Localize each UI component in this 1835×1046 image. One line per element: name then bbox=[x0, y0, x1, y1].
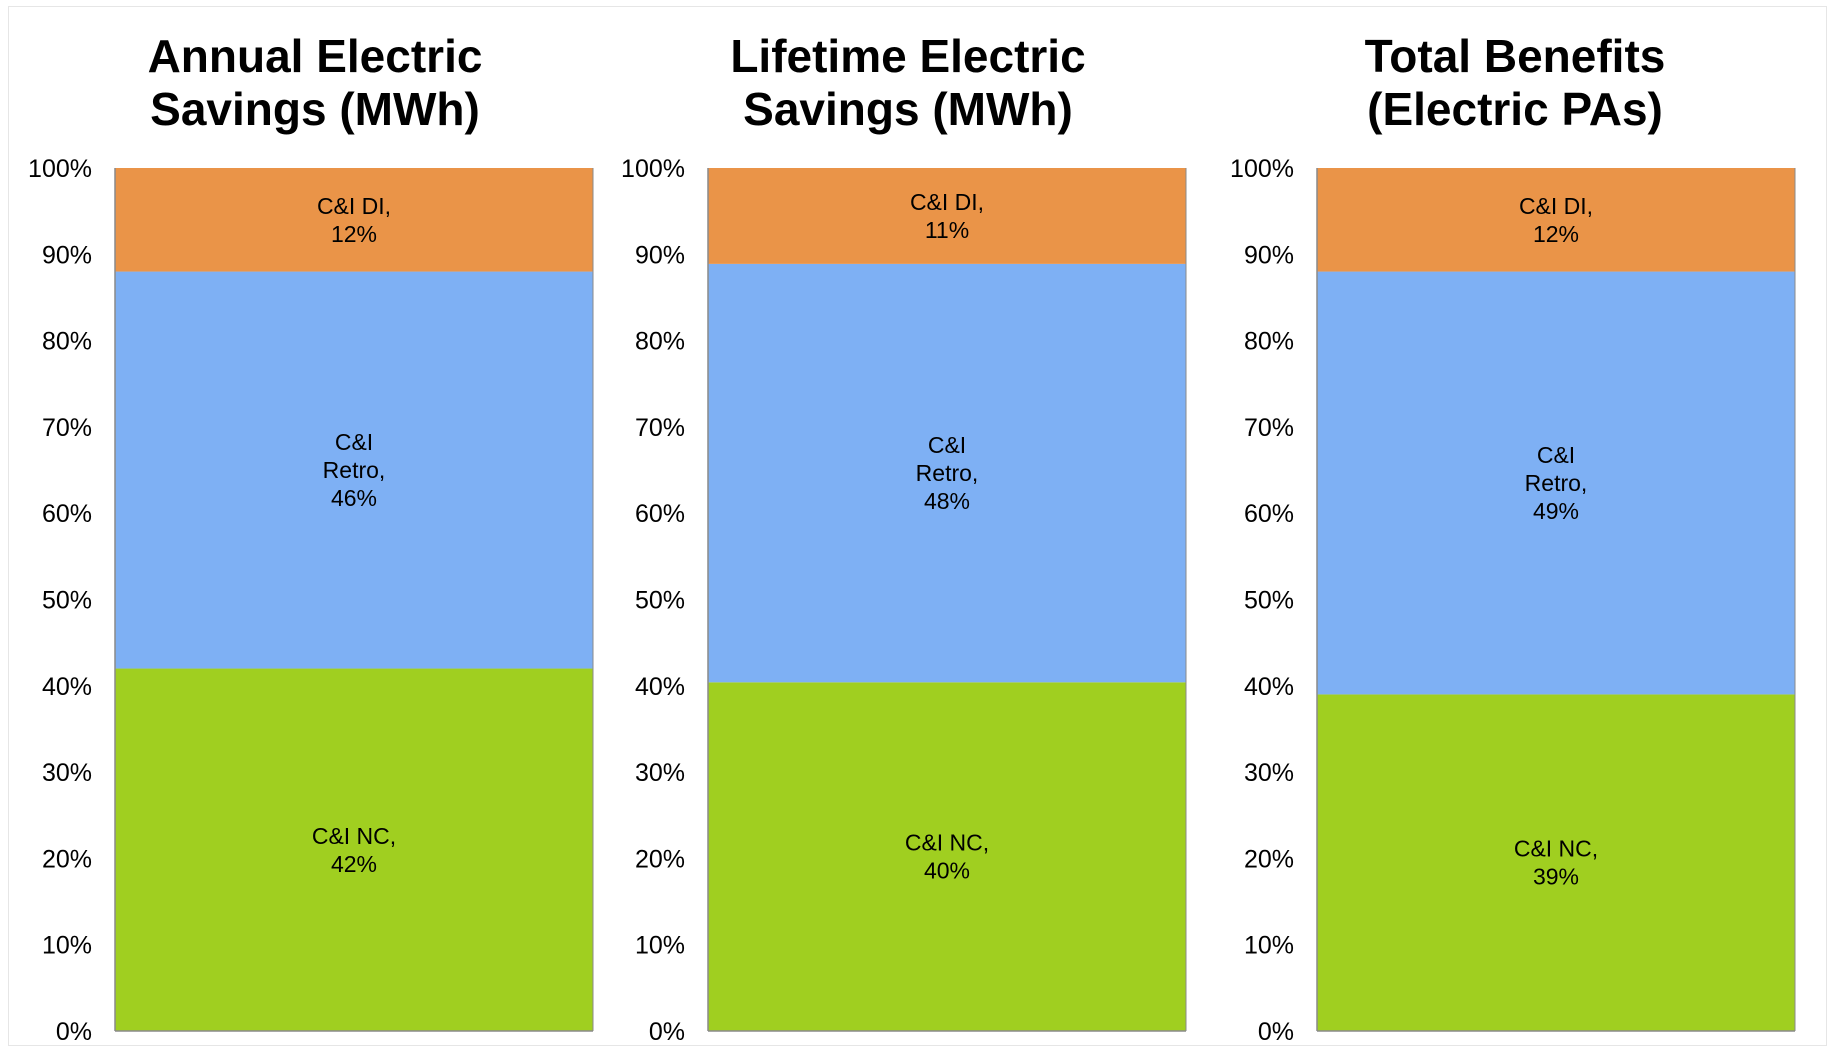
bar-segment bbox=[1317, 168, 1795, 272]
y-tick-label: 60% bbox=[635, 500, 685, 528]
data-label: 39% bbox=[1533, 864, 1579, 890]
y-tick-label: 70% bbox=[1244, 414, 1294, 442]
y-tick-label: 10% bbox=[42, 932, 92, 960]
data-label: C&I NC, bbox=[905, 830, 989, 856]
y-tick-label: 70% bbox=[42, 414, 92, 442]
data-label: Retro, bbox=[323, 457, 386, 483]
data-label: C&I NC, bbox=[312, 823, 396, 849]
chart-title-line: Annual Electric bbox=[148, 30, 483, 82]
bar-segment bbox=[1317, 694, 1795, 1031]
chart-title-line: Savings (MWh) bbox=[743, 83, 1073, 135]
y-tick-label: 40% bbox=[635, 673, 685, 701]
y-tick-label: 0% bbox=[56, 1018, 92, 1043]
y-tick-label: 80% bbox=[1244, 328, 1294, 356]
y-tick-label: 30% bbox=[635, 759, 685, 787]
y-tick-label: 20% bbox=[1244, 845, 1294, 873]
data-label: C&I bbox=[1537, 442, 1575, 468]
y-tick-label: 0% bbox=[1258, 1018, 1294, 1043]
data-label: 12% bbox=[1533, 221, 1579, 247]
data-label: C&I bbox=[335, 429, 373, 455]
data-label: C&I bbox=[928, 432, 966, 458]
y-tick-label: 100% bbox=[621, 155, 685, 183]
y-tick-label: 70% bbox=[635, 414, 685, 442]
chart-title-line: Lifetime Electric bbox=[730, 30, 1085, 82]
y-tick-label: 60% bbox=[42, 500, 92, 528]
data-label: 48% bbox=[924, 488, 970, 514]
y-tick-label: 0% bbox=[649, 1018, 685, 1043]
y-tick-label: 90% bbox=[1244, 241, 1294, 269]
bar-segment bbox=[1317, 271, 1795, 695]
y-tick-label: 80% bbox=[635, 328, 685, 356]
y-tick-label: 40% bbox=[1244, 673, 1294, 701]
data-label: Retro, bbox=[916, 460, 979, 486]
data-label: 40% bbox=[924, 858, 970, 884]
data-label: 49% bbox=[1533, 498, 1579, 524]
data-label: 12% bbox=[331, 221, 377, 247]
y-tick-label: 30% bbox=[42, 759, 92, 787]
data-label: C&I NC, bbox=[1514, 836, 1598, 862]
y-tick-label: 100% bbox=[28, 155, 92, 183]
y-tick-label: 30% bbox=[1244, 759, 1294, 787]
bar-segment bbox=[708, 168, 1186, 264]
y-tick-label: 10% bbox=[1244, 932, 1294, 960]
data-label: 11% bbox=[925, 217, 969, 243]
bar-segment bbox=[708, 263, 1186, 683]
chart-title-line: (Electric PAs) bbox=[1367, 83, 1663, 135]
data-label: C&I DI, bbox=[317, 193, 391, 219]
data-label: C&I DI, bbox=[1519, 193, 1593, 219]
bar-segment bbox=[115, 168, 593, 272]
y-tick-label: 40% bbox=[42, 673, 92, 701]
data-label: Retro, bbox=[1525, 470, 1588, 496]
y-tick-label: 60% bbox=[1244, 500, 1294, 528]
y-tick-label: 50% bbox=[635, 587, 685, 615]
chart-title-line: Savings (MWh) bbox=[150, 83, 480, 135]
data-label: 46% bbox=[331, 485, 377, 511]
chart-title-line: Total Benefits bbox=[1365, 30, 1666, 82]
bar-segment bbox=[708, 682, 1186, 1031]
y-tick-label: 80% bbox=[42, 328, 92, 356]
y-tick-label: 20% bbox=[42, 845, 92, 873]
bar-segment bbox=[115, 271, 593, 669]
y-tick-label: 90% bbox=[42, 241, 92, 269]
y-tick-label: 50% bbox=[42, 587, 92, 615]
y-tick-label: 10% bbox=[635, 932, 685, 960]
data-label: 42% bbox=[331, 851, 377, 877]
y-tick-label: 20% bbox=[635, 845, 685, 873]
y-tick-label: 100% bbox=[1230, 155, 1294, 183]
y-tick-label: 90% bbox=[635, 241, 685, 269]
y-tick-label: 50% bbox=[1244, 587, 1294, 615]
data-label: C&I DI, bbox=[910, 189, 984, 215]
bar-segment bbox=[115, 668, 593, 1031]
